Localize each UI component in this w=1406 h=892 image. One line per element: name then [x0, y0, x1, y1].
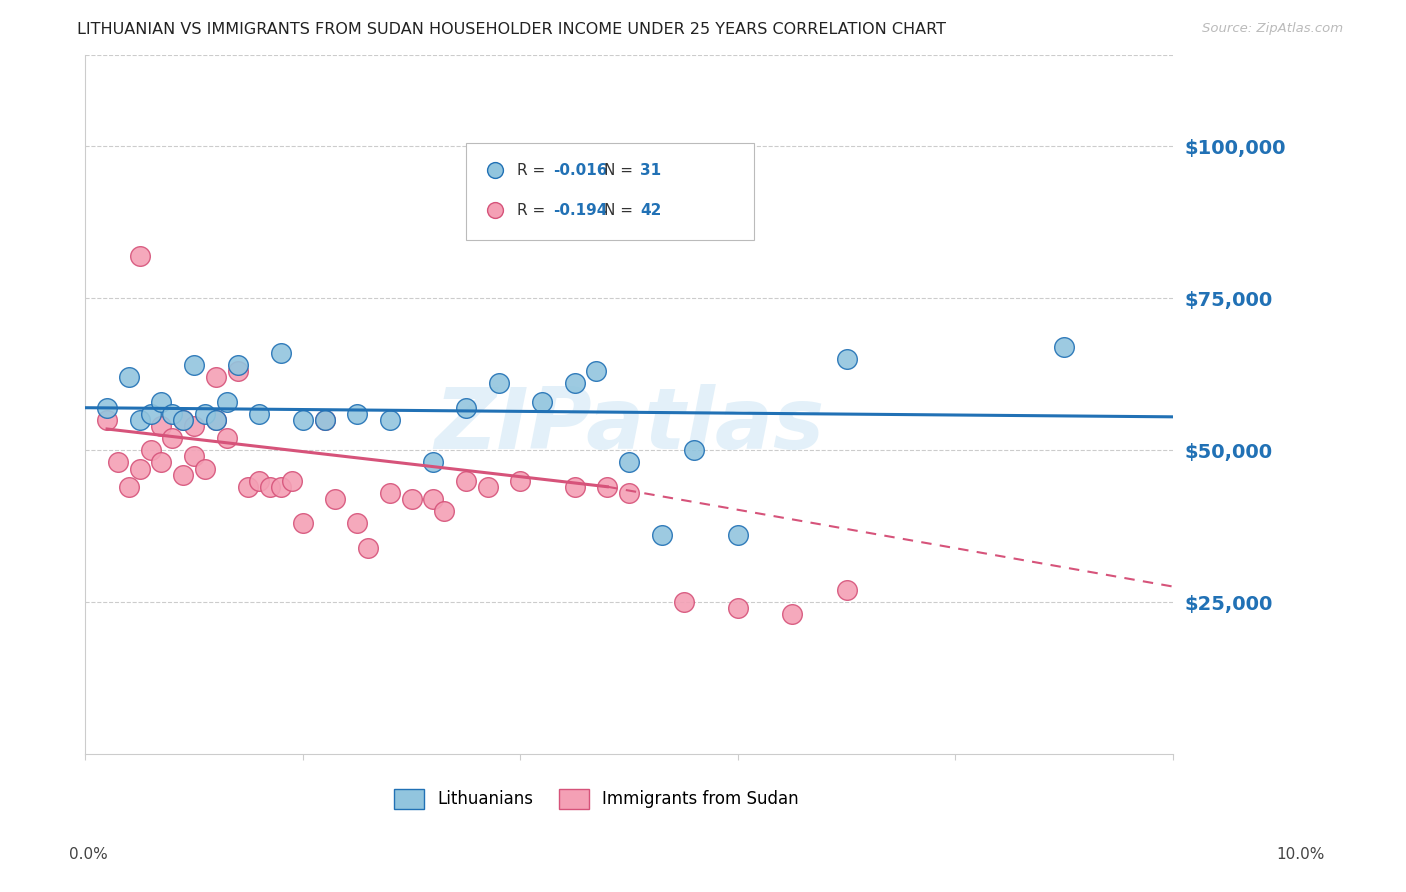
Point — [477, 480, 499, 494]
Point — [150, 419, 173, 434]
Point — [596, 480, 619, 494]
Text: R =: R = — [517, 163, 550, 178]
Point — [128, 249, 150, 263]
Point — [531, 394, 554, 409]
Text: 10.0%: 10.0% — [1277, 847, 1324, 862]
Text: N =: N = — [605, 163, 638, 178]
Text: LITHUANIAN VS IMMIGRANTS FROM SUDAN HOUSEHOLDER INCOME UNDER 25 YEARS CORRELATIO: LITHUANIAN VS IMMIGRANTS FROM SUDAN HOUS… — [77, 22, 946, 37]
Point — [128, 413, 150, 427]
Point — [683, 443, 706, 458]
Text: N =: N = — [605, 202, 638, 218]
Point — [509, 474, 531, 488]
Point — [226, 364, 249, 378]
Text: R =: R = — [517, 202, 550, 218]
Point — [128, 461, 150, 475]
Point — [1053, 340, 1076, 354]
Point — [325, 491, 347, 506]
Point — [247, 474, 270, 488]
Point — [564, 480, 586, 494]
Point — [183, 358, 205, 372]
Point — [780, 607, 803, 622]
Point — [172, 413, 194, 427]
Point — [118, 480, 141, 494]
Point — [617, 485, 640, 500]
Point — [270, 346, 292, 360]
Point — [183, 450, 205, 464]
Point — [259, 480, 281, 494]
Point — [226, 358, 249, 372]
Point — [564, 376, 586, 391]
Point — [150, 394, 173, 409]
Point — [204, 370, 226, 384]
Text: 0.0%: 0.0% — [69, 847, 108, 862]
Point — [433, 504, 456, 518]
Point — [291, 413, 314, 427]
Point — [835, 583, 858, 598]
Text: 31: 31 — [640, 163, 661, 178]
Point — [291, 516, 314, 531]
Point — [422, 455, 444, 469]
Point — [96, 413, 118, 427]
FancyBboxPatch shape — [465, 143, 754, 240]
Point — [835, 352, 858, 367]
Text: -0.016: -0.016 — [553, 163, 607, 178]
Point — [118, 370, 141, 384]
Point — [172, 467, 194, 482]
Point — [215, 394, 238, 409]
Point — [672, 595, 695, 609]
Text: 42: 42 — [640, 202, 661, 218]
Point — [238, 480, 260, 494]
Point — [378, 413, 401, 427]
Point — [727, 528, 749, 542]
Text: ZIPatlas: ZIPatlas — [434, 384, 824, 467]
Point — [204, 413, 226, 427]
Point — [357, 541, 380, 555]
Point — [139, 407, 162, 421]
Point — [194, 407, 217, 421]
Point — [651, 528, 673, 542]
Text: -0.194: -0.194 — [553, 202, 607, 218]
Point — [107, 455, 129, 469]
Point — [727, 601, 749, 615]
Point — [422, 491, 444, 506]
Point — [96, 401, 118, 415]
Legend: Lithuanians, Immigrants from Sudan: Lithuanians, Immigrants from Sudan — [388, 782, 806, 816]
Point — [346, 516, 368, 531]
Point — [454, 474, 477, 488]
Point — [617, 455, 640, 469]
Point — [488, 376, 510, 391]
Point — [183, 419, 205, 434]
Point — [172, 413, 194, 427]
Point — [346, 407, 368, 421]
Point — [314, 413, 336, 427]
Point — [270, 480, 292, 494]
Point — [378, 485, 401, 500]
Point — [139, 443, 162, 458]
Point — [194, 461, 217, 475]
Point — [162, 407, 184, 421]
Point — [150, 455, 173, 469]
Text: Source: ZipAtlas.com: Source: ZipAtlas.com — [1202, 22, 1343, 36]
Point — [314, 413, 336, 427]
Point — [204, 413, 226, 427]
Point — [401, 491, 423, 506]
Point — [585, 364, 607, 378]
Point — [454, 401, 477, 415]
Point — [215, 431, 238, 445]
Point — [281, 474, 304, 488]
Point — [247, 407, 270, 421]
Point — [162, 431, 184, 445]
